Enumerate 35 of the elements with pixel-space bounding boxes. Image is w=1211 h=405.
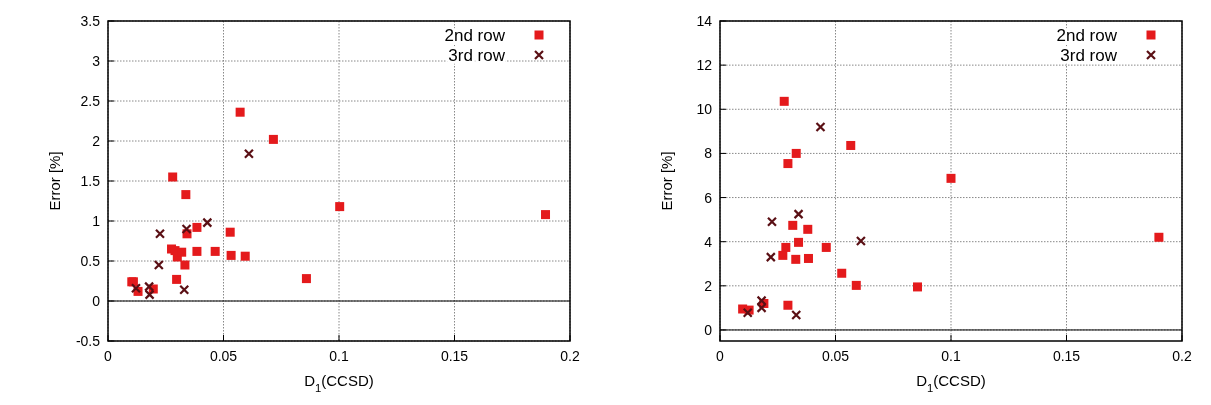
legend-label: 3rd row <box>1060 46 1118 65</box>
y-tick-label: 2.5 <box>80 93 101 109</box>
legend-label: 2nd row <box>444 26 506 45</box>
y-tick-label: 3.5 <box>80 13 101 29</box>
x-tick-label: 0.15 <box>440 348 469 364</box>
y-tick-label: 10 <box>696 101 713 118</box>
x-axis-title: D$_{1}$(CCSD) <box>916 372 986 394</box>
y-axis-title: Error [%] <box>658 151 675 211</box>
y-tick-label: 3 <box>92 53 101 69</box>
x-tick-label: 0.15 <box>1052 348 1081 364</box>
x-tick-label: 0.2 <box>560 348 580 364</box>
y-axis-title: Error [%] <box>46 151 63 211</box>
y-tick-label: 2 <box>92 133 101 149</box>
y-tick-label: 0 <box>92 293 101 309</box>
y-tick-label: 2 <box>704 277 713 294</box>
y-tick-label: 12 <box>696 57 713 74</box>
x-tick-label: 0.05 <box>821 348 850 364</box>
y-tick-label: 4 <box>704 233 713 250</box>
y-tick-label: -0.5 <box>75 333 101 349</box>
y-tick-label: 1.5 <box>80 173 101 189</box>
x-tick-label: 0.1 <box>941 348 961 364</box>
y-tick-label: 8 <box>704 145 713 162</box>
x-tick-label: 0 <box>104 348 113 364</box>
legend-label: 2nd row <box>1056 26 1118 45</box>
x-tick-label: 0.2 <box>1172 348 1192 364</box>
x-tick-label: 0 <box>716 348 725 364</box>
y-tick-label: 14 <box>696 13 713 29</box>
y-tick-label: 6 <box>704 189 713 206</box>
x-tick-label: 0.1 <box>329 348 349 364</box>
y-tick-label: 0 <box>704 321 713 338</box>
y-tick-label: 1 <box>92 213 101 229</box>
legend-label: 3rd row <box>448 46 506 65</box>
x-axis-title: D$_{1}$(CCSD) <box>304 372 374 394</box>
x-tick-label: 0.05 <box>209 348 238 364</box>
y-tick-label: 0.5 <box>80 253 101 269</box>
